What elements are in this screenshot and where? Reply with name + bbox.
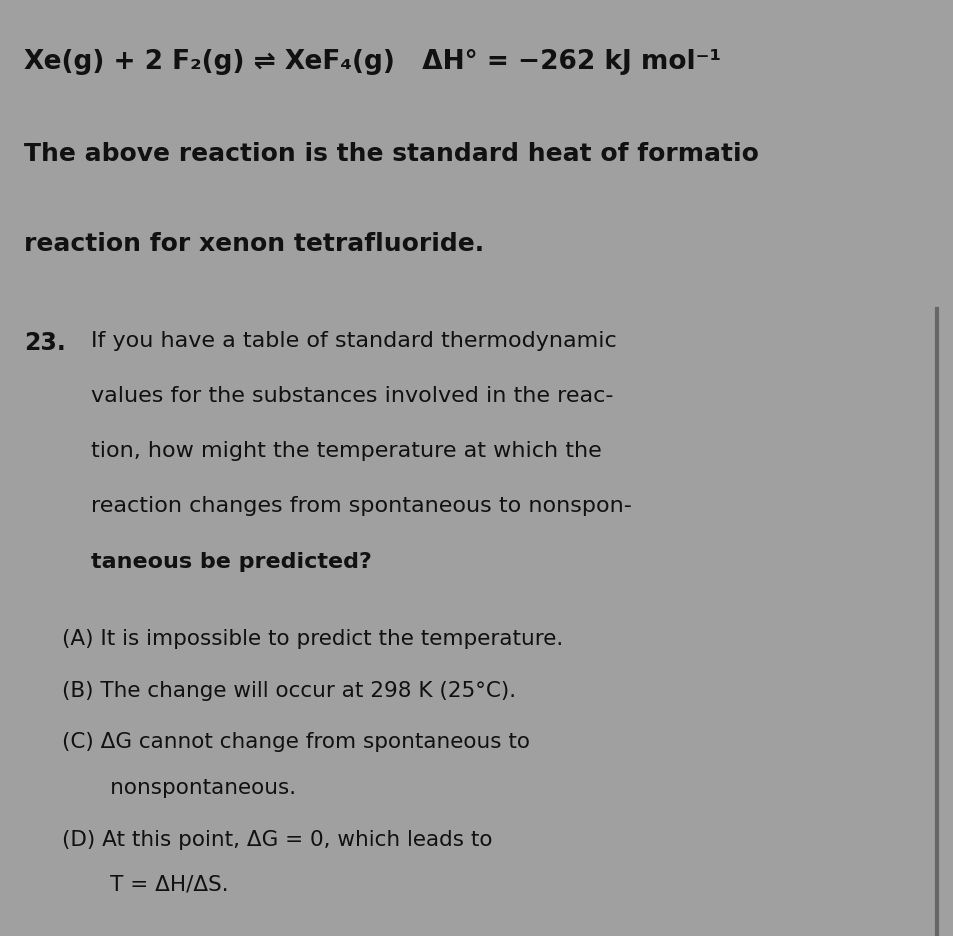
Text: (C) ΔG cannot change from spontaneous to: (C) ΔG cannot change from spontaneous to bbox=[62, 733, 530, 753]
Text: T = ΔH/ΔS.: T = ΔH/ΔS. bbox=[62, 875, 229, 895]
Text: Xe(g) + 2 F₂(g) ⇌ XeF₄(g)   ΔH° = −262 kJ mol⁻¹: Xe(g) + 2 F₂(g) ⇌ XeF₄(g) ΔH° = −262 kJ … bbox=[24, 49, 720, 75]
Text: reaction for xenon tetrafluoride.: reaction for xenon tetrafluoride. bbox=[24, 232, 483, 256]
Text: If you have a table of standard thermodynamic: If you have a table of standard thermody… bbox=[91, 330, 616, 351]
Text: values for the substances involved in the reac-: values for the substances involved in th… bbox=[91, 386, 613, 406]
Text: 23.: 23. bbox=[24, 330, 66, 355]
Text: (D) At this point, ΔG = 0, which leads to: (D) At this point, ΔG = 0, which leads t… bbox=[62, 829, 492, 850]
Text: (A) It is impossible to predict the temperature.: (A) It is impossible to predict the temp… bbox=[62, 629, 562, 649]
Text: The above reaction is the standard heat of formatio: The above reaction is the standard heat … bbox=[24, 142, 758, 167]
Text: reaction changes from spontaneous to nonspon-: reaction changes from spontaneous to non… bbox=[91, 496, 631, 517]
Text: (B) The change will occur at 298 K (25°C).: (B) The change will occur at 298 K (25°C… bbox=[62, 680, 516, 700]
Text: taneous be predicted?: taneous be predicted? bbox=[91, 551, 371, 572]
Text: nonspontaneous.: nonspontaneous. bbox=[62, 778, 295, 797]
Text: tion, how might the temperature at which the: tion, how might the temperature at which… bbox=[91, 441, 600, 461]
